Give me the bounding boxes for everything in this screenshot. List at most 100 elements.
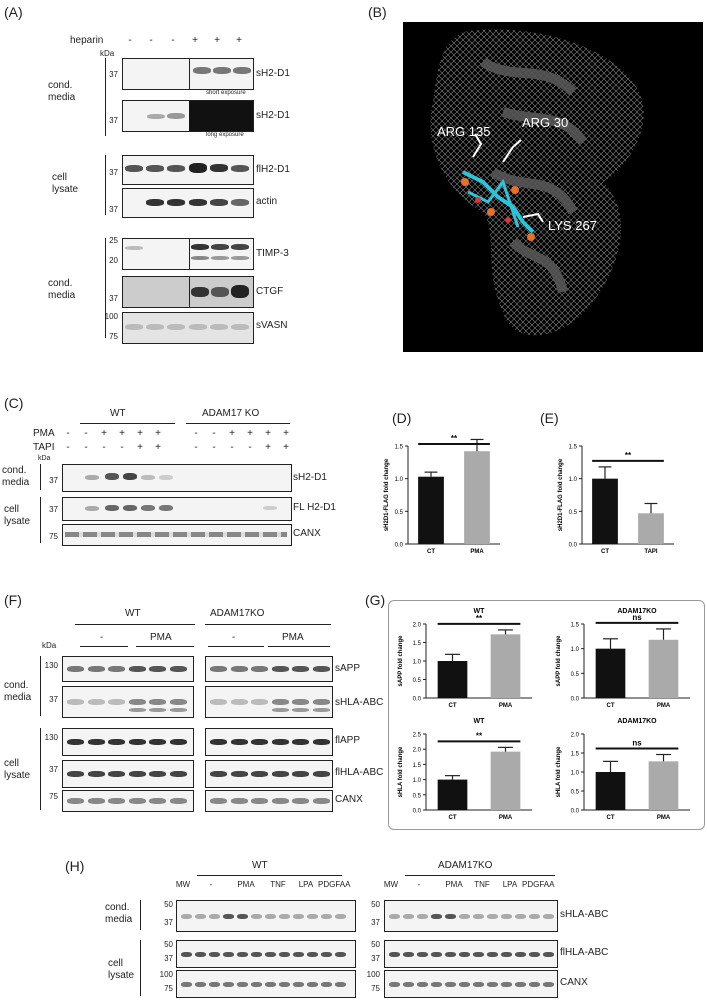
group-cond-media: cond. media [48, 80, 76, 103]
y-tick-label: 1.5 [569, 445, 578, 451]
blot-fl-h2d1-c [62, 497, 292, 521]
y-tick-label: 1.0 [413, 778, 422, 784]
blot-actin [122, 188, 254, 218]
chart-title: ADAM17KO [617, 608, 657, 615]
bar [464, 451, 490, 544]
heparin-sign: - [128, 35, 132, 46]
x-tick-label: CT [607, 815, 615, 821]
blot-shla-abc [384, 900, 558, 932]
panel-g-label: (G) [365, 592, 386, 608]
x-tick-label: CT [607, 703, 615, 709]
group-cell-lysate: cell lysate [108, 958, 135, 981]
y-axis-label: sHLA fold change [398, 746, 404, 797]
blot-canx [205, 790, 333, 812]
blot-label: CANX [293, 528, 321, 539]
y-tick-label: 0.0 [571, 809, 580, 815]
tapi-sign: - [194, 442, 198, 453]
blot-shla-abc [205, 686, 333, 718]
group-cond-media: cond. media [2, 465, 30, 488]
y-tick-label: 1.0 [571, 647, 580, 653]
bar [648, 639, 679, 698]
panel-a-label: (A) [4, 4, 23, 20]
y-tick-label: 0.5 [571, 672, 580, 678]
tapi-sign: - [84, 442, 88, 453]
chart-g-shla-wt: 0.0 0.5 1.0 1.5 2.0 2.5 sHLA fold change CT PMA *… [398, 718, 532, 821]
panel-h-label: (H) [65, 858, 85, 874]
tapi-sign: - [66, 442, 70, 453]
tapi-sign: - [248, 442, 252, 453]
lane-label: PDGFAA [522, 880, 555, 889]
y-tick-label: 1.5 [413, 641, 422, 647]
bar [437, 779, 468, 810]
pma-sign: + [155, 428, 161, 439]
pma-label: PMA [33, 428, 55, 439]
residue-label: ARG 135 [437, 124, 491, 139]
blot-sh2d1-c [62, 464, 292, 492]
blot-shla-abc [176, 900, 356, 932]
significance-label: ns [632, 613, 642, 622]
x-tick-label: PMA [470, 549, 484, 555]
blot-label: sHLA-ABC [560, 909, 609, 920]
y-tick-label: 1.5 [571, 752, 580, 758]
y-tick-label: 1.0 [571, 771, 580, 777]
kda-label: kDa [38, 455, 51, 462]
lane-label: PMA [237, 880, 255, 889]
tapi-sign: - [120, 442, 124, 453]
blot-canx [176, 970, 356, 998]
lane-label: MW [175, 880, 191, 889]
bar [595, 648, 626, 698]
chart-e: 0.0 0.5 1.0 1.5 sH2D1-FLAG fold change CT TAPI… [558, 445, 674, 555]
pma-sign: + [137, 428, 143, 439]
y-axis-label: sHLA fold change [556, 746, 562, 797]
lane-label: LPA [502, 880, 518, 889]
pma-sign: - [194, 428, 198, 439]
blot-ctgf [122, 276, 254, 308]
blot-canx [62, 790, 194, 812]
tapi-sign: + [283, 442, 289, 453]
group-cond-media: cond. media [4, 680, 32, 703]
x-tick-label: CT [449, 703, 457, 709]
pma-sign: + [265, 428, 271, 439]
x-tick-label: TAPI [644, 549, 658, 555]
bar [490, 751, 521, 810]
blot-label: CANX [560, 977, 588, 988]
tapi-sign: + [265, 442, 271, 453]
heparin-sign: - [149, 35, 153, 46]
pma-sign: - [84, 428, 88, 439]
pma-sign: - [66, 428, 70, 439]
x-tick-label: CT [601, 549, 609, 555]
blot-label: sAPP [335, 663, 361, 674]
lane-label: PDGFAA [318, 880, 351, 889]
panel-g-frame [388, 600, 705, 830]
y-axis-label: sAPP fold change [398, 635, 404, 687]
blot-flapp [205, 728, 333, 756]
x-tick-label: CT [427, 549, 435, 555]
wt-label: WT [252, 860, 268, 871]
lane-label: LPA [298, 880, 314, 889]
lane-label: - [209, 880, 213, 889]
y-tick-label: 0.5 [395, 510, 404, 516]
heparin-sign: + [192, 35, 198, 46]
panel-d-label: (D) [392, 410, 412, 426]
pma-sign: + [119, 428, 125, 439]
pma-sign: + [229, 428, 235, 439]
tapi-label: TAPI [33, 442, 55, 453]
group-cell-lysate: cell lysate [4, 758, 31, 781]
blot-label: FL H2-D1 [293, 502, 336, 513]
y-tick-label: 0.5 [571, 790, 580, 796]
kda-label: kDa [42, 641, 57, 650]
chart-title: WT [474, 608, 486, 615]
heparin-label: heparin [70, 35, 104, 46]
y-tick-label: 0.0 [395, 543, 404, 549]
blot-canx-c [62, 524, 292, 546]
blot-label: sH2-D1 [293, 472, 327, 483]
y-tick-label: 0.0 [413, 809, 422, 815]
wt-label: WT [125, 608, 141, 619]
kda-label: kDa [100, 49, 115, 58]
y-tick-label: 1.0 [569, 477, 578, 483]
lane-label: TNF [270, 880, 286, 889]
lane-label: TNF [474, 880, 490, 889]
y-tick-label: 1.5 [571, 623, 580, 629]
chart-title: WT [474, 718, 486, 725]
y-tick-label: 0.5 [413, 793, 422, 799]
